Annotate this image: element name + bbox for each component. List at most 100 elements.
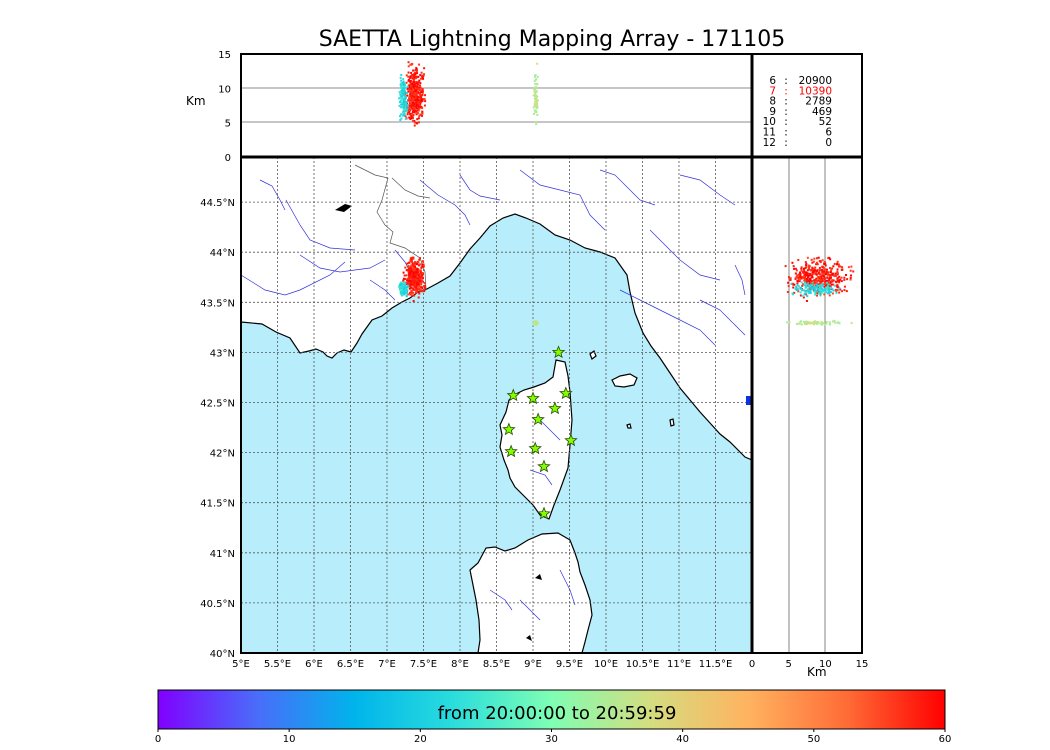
lightning-source-altitude (403, 88, 406, 91)
lightning-source-side (829, 276, 832, 279)
lightning-source-side (810, 286, 813, 289)
lightning-source-side (813, 267, 816, 270)
colorbar-tick-label: 50 (807, 734, 820, 745)
lon-tick-label: 6°E (305, 659, 323, 670)
lightning-source-side (819, 287, 822, 290)
lightning-source-side (823, 272, 826, 275)
lightning-source-altitude (533, 100, 536, 103)
lightning-source-altitude (418, 100, 421, 103)
lightning-source-altitude (417, 95, 420, 98)
lightning-source-side (815, 281, 818, 284)
lightning-source (412, 274, 415, 277)
lightning-source-side (805, 264, 808, 267)
lightning-source-side (803, 281, 806, 284)
lightning-source-side (811, 270, 814, 273)
lightning-source-side (817, 287, 820, 290)
lightning-source-altitude (407, 79, 410, 82)
lightning-source-altitude (534, 90, 537, 93)
lightning-source-altitude (398, 115, 401, 118)
lightning-source-side (838, 281, 841, 284)
lightning-source-altitude (536, 99, 539, 102)
lightning-source-side (797, 288, 800, 291)
lightning-source-side (828, 267, 831, 270)
lightning-source (407, 281, 410, 284)
lightning-source (421, 272, 424, 275)
lightning-source-side (820, 274, 823, 277)
lightning-source-side (799, 294, 802, 297)
lightning-source-altitude (402, 100, 405, 103)
station-star-icon (504, 444, 518, 458)
lon-tick-label: 7°E (378, 659, 396, 670)
lightning-source (403, 290, 406, 293)
lightning-source (416, 280, 419, 283)
lightning-source-altitude (403, 90, 406, 93)
lightning-source-side (820, 276, 823, 279)
lightning-source-altitude (407, 109, 410, 112)
lightning-source-side (841, 290, 844, 293)
count-separator: : (784, 106, 788, 118)
lightning-source-altitude (408, 85, 411, 88)
lightning-source-side (820, 320, 823, 323)
lightning-source (406, 284, 409, 287)
lightning-source-side (828, 277, 831, 280)
lightning-source (418, 292, 421, 295)
lightning-source-altitude (423, 104, 426, 107)
lightning-source-side (810, 258, 813, 261)
lightning-source-altitude (400, 90, 403, 93)
lightning-source-altitude (402, 83, 405, 86)
lightning-source (399, 289, 402, 292)
lightning-source-altitude (418, 89, 421, 92)
lat-tick-label: 42°N (210, 449, 235, 460)
lightning-source-altitude (412, 82, 415, 85)
lightning-source-altitude (535, 107, 538, 110)
lightning-source-side (806, 256, 809, 259)
lightning-source-side (836, 289, 839, 292)
lightning-source-side (821, 280, 824, 283)
lightning-source-side (822, 270, 825, 273)
lightning-source-side (832, 283, 835, 286)
altitude-panel: Km 0 5 10 15 (186, 50, 862, 164)
lightning-source-altitude (400, 117, 403, 120)
lightning-source-side (839, 288, 842, 291)
lightning-source-side (804, 289, 807, 292)
lightning-source-side (828, 291, 831, 294)
lightning-source-side (817, 256, 820, 259)
count-stations: 11 (763, 127, 776, 139)
lightning-source (417, 260, 420, 263)
lightning-source-altitude (415, 66, 418, 69)
lightning-source (413, 277, 416, 280)
lightning-source-side (803, 270, 806, 273)
latitude-tick-labels: 40°N 40.5°N 41°N 41.5°N 42°N 42.5°N 43°N 43.5°N… (200, 198, 235, 660)
lightning-source-altitude (420, 74, 423, 77)
count-stations: 6 (769, 75, 776, 87)
lightning-source-side (796, 284, 799, 287)
lightning-source-altitude (536, 102, 539, 105)
lightning-source-side (798, 285, 801, 288)
lightning-source (421, 290, 424, 293)
lightning-source-altitude (423, 98, 426, 101)
lightning-source-altitude (400, 103, 403, 106)
lightning-source-side (829, 271, 832, 274)
lightning-source-altitude (413, 82, 416, 85)
count-sources: 20900 (799, 75, 832, 87)
lightning-source (416, 285, 419, 288)
lightning-source (417, 296, 420, 299)
lightning-source-altitude (414, 105, 417, 108)
stations (502, 345, 578, 520)
lightning-source-side (814, 278, 817, 281)
lightning-source-altitude (415, 105, 418, 108)
lightning-source (409, 259, 412, 262)
lightning-source-altitude (400, 95, 403, 98)
lightning-source-altitude (416, 118, 419, 121)
lightning-source-altitude (412, 105, 415, 108)
lightning-source (410, 272, 413, 275)
lightning-source (401, 283, 404, 286)
lightning-source-altitude (411, 100, 414, 103)
lightning-source-side (812, 260, 815, 263)
lat-tick-label: 43.5°N (200, 298, 235, 309)
lightning-source (400, 283, 403, 286)
lightning-source-altitude (401, 95, 404, 98)
count-separator: : (784, 85, 788, 97)
lightning-source-side (819, 277, 822, 280)
station-star-icon (531, 412, 545, 426)
